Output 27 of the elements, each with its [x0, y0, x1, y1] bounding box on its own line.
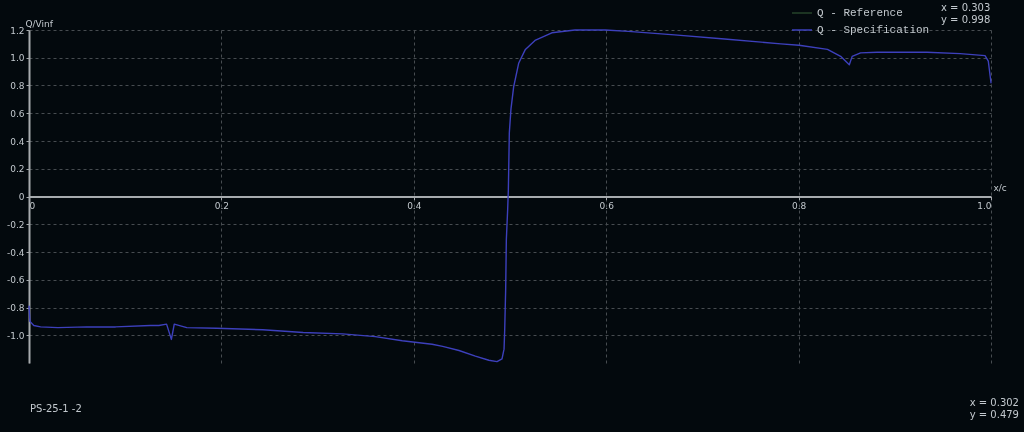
legend-label: Q - Specification [817, 24, 930, 36]
x-tick-label: 1.0 [977, 201, 992, 211]
x-tick-label: 0.4 [407, 201, 422, 211]
legend-label: Q - Reference [817, 7, 903, 19]
y-tick-label: 0.4 [10, 136, 25, 147]
x-tick-label: 0 [29, 201, 36, 211]
x-tick-label: 0.6 [599, 201, 615, 211]
y-tick-label: 0.8 [10, 81, 25, 91]
y-tick-label: 0.6 [10, 108, 25, 119]
y-tick-label: -1.0 [6, 330, 25, 341]
text: x = 0.303 [941, 2, 991, 13]
y-tick-label: -0.4 [6, 247, 25, 258]
y-tick-label: -0.6 [6, 275, 25, 286]
y-tick-label: 1.0 [10, 53, 25, 64]
y-tick-label: -0.8 [6, 303, 25, 313]
x-axis-title: x/c [993, 183, 1007, 193]
y-axis-title: Q/Vinf [25, 18, 54, 29]
y-tick-label: 1.2 [10, 25, 25, 36]
x-tick-label: 0.8 [791, 201, 807, 211]
y-tick-label: 0 [18, 192, 25, 202]
text: x = 0.302 [969, 397, 1019, 408]
text: PS-25-1 -2 [30, 403, 82, 414]
x-tick-label: 0.2 [214, 201, 230, 211]
text: y = 0.998 [941, 14, 991, 25]
text: y = 0.479 [969, 409, 1019, 420]
y-tick-label: -0.2 [6, 219, 25, 230]
y-tick-label: 0.2 [10, 164, 25, 175]
